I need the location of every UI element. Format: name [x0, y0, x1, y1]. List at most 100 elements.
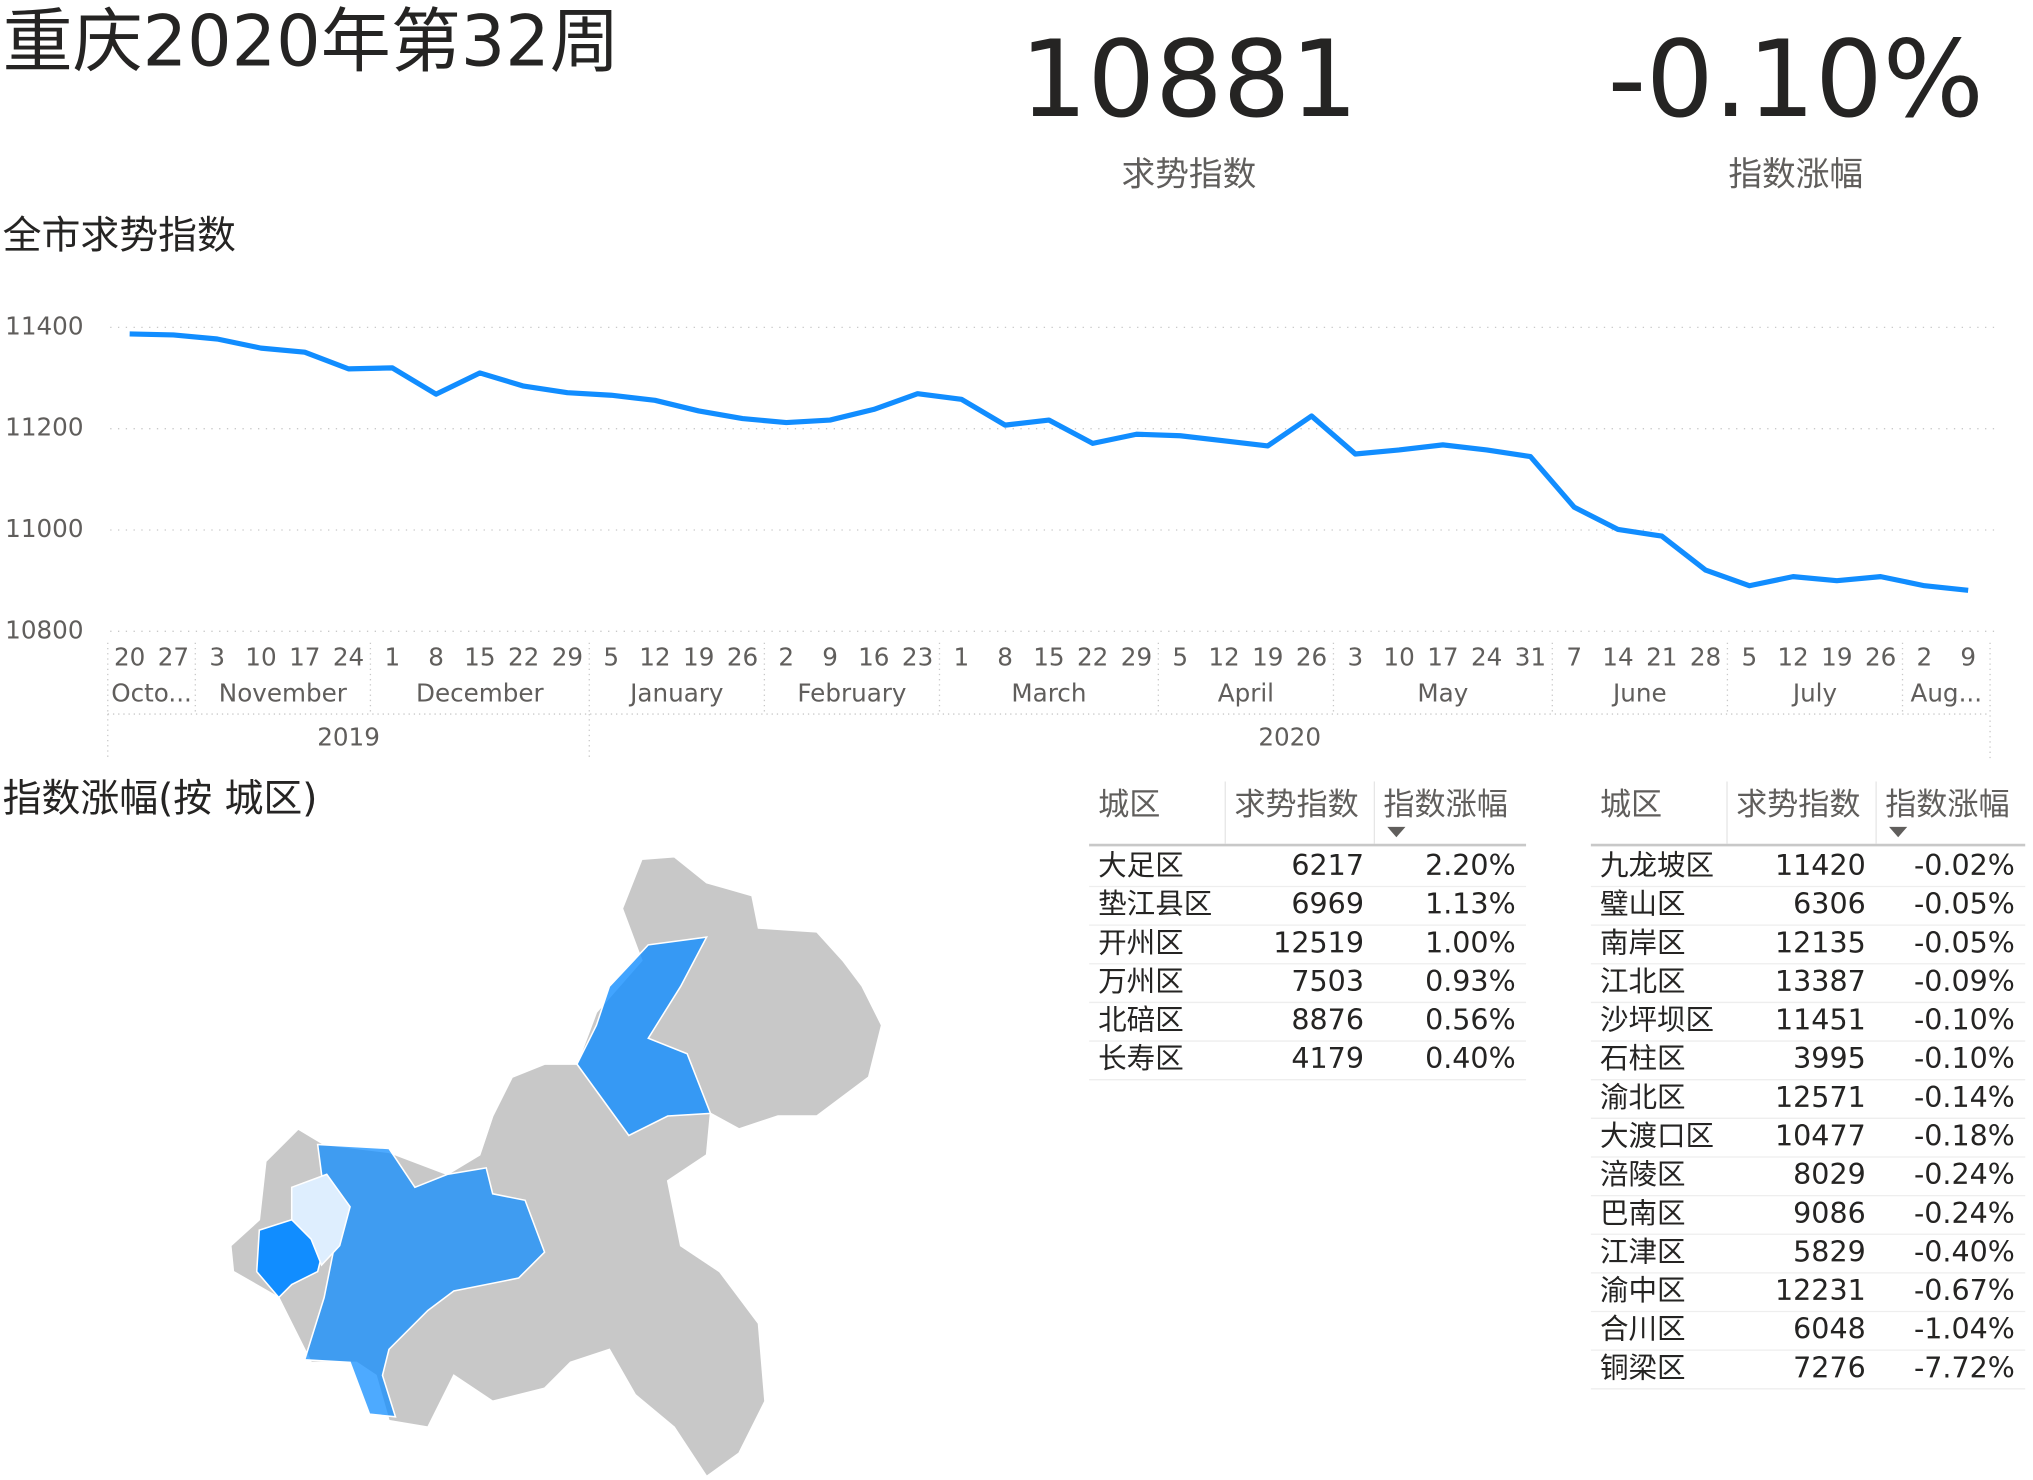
table-cell: 0.40%	[1425, 1042, 1516, 1075]
table-cell: 0.93%	[1425, 965, 1516, 998]
kpi-value: 10881	[1020, 18, 1358, 142]
table-cell: 南岸区	[1600, 926, 1686, 959]
table-cell: 江津区	[1600, 1235, 1686, 1268]
x-tick-label: 5	[1172, 642, 1188, 671]
table-header: 求势指数	[1736, 787, 1860, 823]
x-tick-label: 15	[464, 642, 495, 671]
table-cell: 3995	[1793, 1042, 1866, 1075]
table-cell: -0.18%	[1914, 1120, 2015, 1153]
table-cell: -0.09%	[1914, 965, 2015, 998]
x-tick-label: 9	[822, 642, 838, 671]
table-header: 指数涨幅	[1383, 787, 1507, 823]
table-cell: 沙坪坝区	[1600, 1004, 1714, 1037]
table-cell: 12135	[1775, 926, 1866, 959]
x-tick-label: 14	[1602, 642, 1633, 671]
map-region	[576, 936, 712, 1137]
table-cell: 12571	[1775, 1081, 1866, 1114]
table-cell: 6217	[1291, 849, 1364, 882]
x-month-label: February	[797, 679, 906, 708]
table-cell: 9086	[1793, 1197, 1866, 1230]
kpi-label: 求势指数	[1122, 154, 1257, 193]
y-tick-label: 11200	[5, 413, 83, 442]
x-tick-label: 23	[902, 642, 933, 671]
table-cell: 九龙坡区	[1600, 849, 1714, 882]
line	[129, 331, 1969, 593]
x-month-label: April	[1218, 679, 1274, 708]
x-tick-label: 16	[858, 642, 889, 671]
sort-indicator	[1387, 826, 1406, 838]
x-tick-label: 21	[1646, 642, 1677, 671]
kpi-label: 指数涨幅	[1728, 154, 1863, 193]
x-tick-label: 26	[1296, 642, 1327, 671]
x-tick-label: 1	[384, 642, 400, 671]
x-tick-label: 24	[1471, 642, 1502, 671]
table-cell: 璧山区	[1600, 888, 1686, 921]
x-tick-label: 31	[1515, 642, 1546, 671]
x-tick-label: 1	[954, 642, 970, 671]
table-cell: 11420	[1775, 849, 1866, 882]
x-month-label: January	[628, 679, 723, 708]
table-cell: -0.67%	[1914, 1274, 2015, 1307]
x-tick-label: 15	[1033, 642, 1064, 671]
x-tick-label: 12	[1208, 642, 1239, 671]
table-header: 城区	[1600, 787, 1662, 823]
sort-indicator	[1889, 826, 1908, 838]
table-cell: 6969	[1291, 888, 1364, 921]
x-tick-label: 26	[1865, 642, 1896, 671]
map-title: 指数涨幅(按 城区)	[3, 776, 318, 821]
table-cell: 6048	[1793, 1313, 1866, 1346]
x-month-label: June	[1611, 679, 1667, 708]
table-header: 指数涨幅	[1885, 787, 2009, 823]
x-month-label: Aug...	[1910, 679, 1982, 708]
table-cell: -0.14%	[1914, 1081, 2015, 1114]
table-cell: 8876	[1291, 1004, 1364, 1037]
table-cell: 开州区	[1098, 926, 1184, 959]
x-tick-label: 3	[1347, 642, 1363, 671]
x-tick-label: 26	[727, 642, 758, 671]
x-tick-label: 5	[603, 642, 619, 671]
table-cell: 7276	[1793, 1351, 1866, 1384]
page-title: 重庆2020年第32周	[3, 0, 620, 82]
x-tick-label: 29	[1121, 642, 1152, 671]
table-cell: 渝北区	[1600, 1081, 1686, 1114]
table-header: 城区	[1098, 787, 1160, 823]
table-cell: 万州区	[1098, 965, 1184, 998]
x-tick-label: 20	[114, 642, 145, 671]
x-tick-label: 8	[997, 642, 1013, 671]
table-cell: 长寿区	[1098, 1042, 1184, 1075]
table-cell: 垫江县区	[1098, 888, 1212, 921]
table-cell: -0.24%	[1914, 1158, 2015, 1191]
table-cell: -0.40%	[1914, 1235, 2015, 1268]
map-region	[290, 1173, 351, 1267]
x-tick-label: 19	[1252, 642, 1283, 671]
kpi-value: -0.10%	[1608, 18, 1984, 142]
x-month-label: July	[1791, 679, 1837, 708]
x-month-label: Octo...	[111, 679, 192, 708]
table-cell: 大足区	[1098, 849, 1184, 882]
table-cell: 11451	[1775, 1004, 1866, 1037]
y-tick-label: 10800	[5, 615, 83, 644]
x-tick-label: 17	[289, 642, 320, 671]
table-cell: 江北区	[1600, 965, 1686, 998]
x-tick-label: 7	[1566, 642, 1582, 671]
x-month-label: May	[1417, 679, 1468, 708]
x-tick-label: 28	[1690, 642, 1721, 671]
y-tick-label: 11000	[5, 514, 83, 543]
x-tick-label: 3	[209, 642, 225, 671]
x-tick-label: 22	[508, 642, 539, 671]
x-tick-label: 17	[1427, 642, 1458, 671]
table-cell: -0.10%	[1914, 1042, 2015, 1075]
x-tick-label: 2	[778, 642, 794, 671]
table-cell: -7.72%	[1914, 1351, 2015, 1384]
table-header: 求势指数	[1234, 787, 1358, 823]
table-cell: 6306	[1793, 888, 1866, 921]
table-cell: 合川区	[1600, 1313, 1686, 1346]
x-tick-label: 27	[158, 642, 189, 671]
x-tick-label: 29	[552, 642, 583, 671]
table-cell: 10477	[1775, 1120, 1866, 1153]
table-cell: 北碚区	[1098, 1004, 1184, 1037]
table-cell: 铜梁区	[1600, 1351, 1686, 1384]
table-cell: 涪陵区	[1600, 1158, 1686, 1191]
table-cell: -0.05%	[1914, 888, 2015, 921]
table-cell: 13387	[1775, 965, 1866, 998]
